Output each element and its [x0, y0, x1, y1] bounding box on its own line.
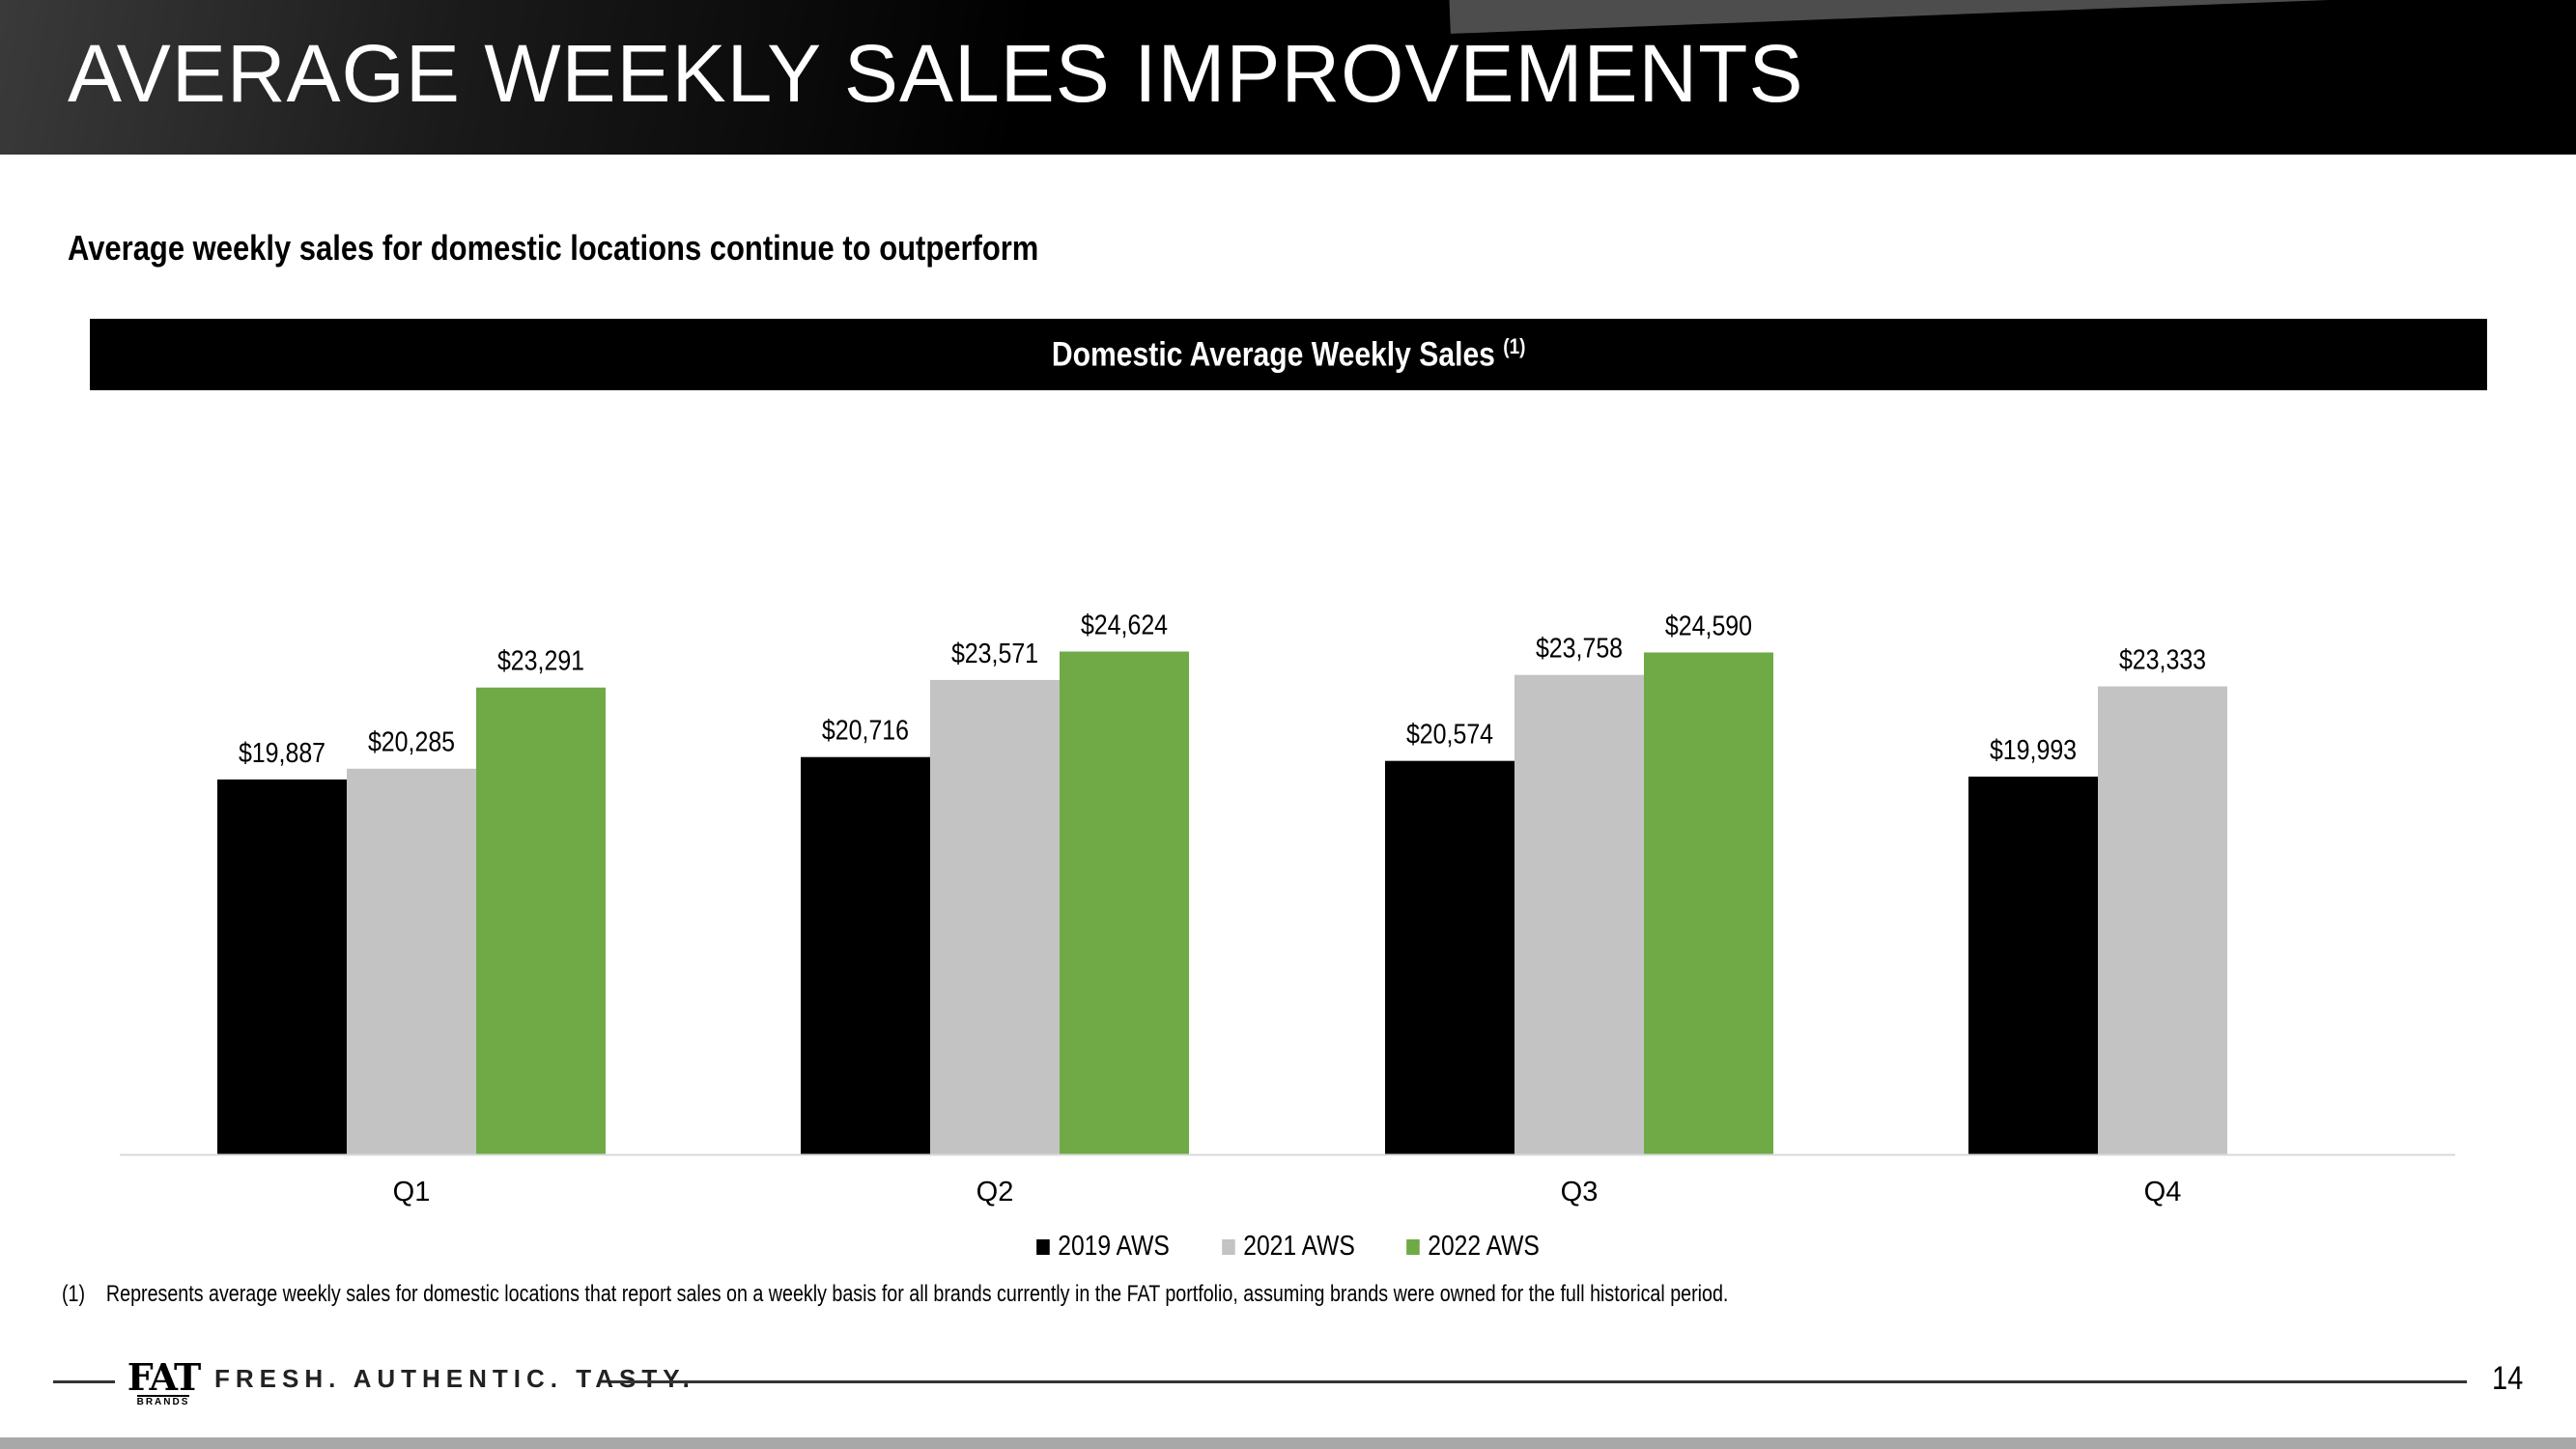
logo-text: FAT — [127, 1354, 201, 1399]
bar-q2-2021 — [930, 679, 1060, 1154]
legend-label: 2019 AWS — [1057, 1231, 1170, 1262]
legend-swatch — [1406, 1238, 1421, 1255]
footer-line-right — [610, 1380, 2467, 1383]
chart-header-text: Domestic Average Weekly Sales (1) — [1052, 334, 1525, 375]
data-label-q1-2019: $19,887 — [239, 737, 326, 768]
footnote-number: (1) — [62, 1281, 86, 1307]
data-label-q1-2022: $23,291 — [497, 645, 584, 676]
bar-q1-2021 — [347, 768, 476, 1154]
tagline: FRESH. AUTHENTIC. TASTY. — [214, 1364, 695, 1393]
data-label-q2-2021: $23,571 — [951, 638, 1038, 668]
chart-header-title: Domestic Average Weekly Sales — [1051, 335, 1495, 374]
legend-swatch — [1035, 1238, 1050, 1255]
category-label-q3: Q3 — [1561, 1177, 1599, 1208]
chart-header-note: (1) — [1503, 334, 1526, 359]
bar-q4-2021 — [2098, 686, 2227, 1154]
legend-item: 2021 AWS — [1221, 1231, 1355, 1263]
data-label-q3-2022: $24,590 — [1665, 611, 1752, 641]
data-label-q1-2021: $20,285 — [368, 726, 455, 757]
legend-swatch — [1221, 1238, 1235, 1255]
data-label-q3-2019: $20,574 — [1406, 719, 1493, 750]
data-label-q4-2021: $23,333 — [2119, 644, 2206, 675]
fat-brands-logo: FAT BRANDS — [127, 1356, 201, 1410]
logo-subtext: BRANDS — [136, 1394, 190, 1407]
category-label-q1: Q1 — [393, 1177, 431, 1208]
bar-q3-2021 — [1514, 674, 1644, 1154]
data-label-q2-2019: $20,716 — [822, 715, 909, 746]
bar-q2-2019 — [801, 756, 930, 1154]
category-label-q2: Q2 — [977, 1177, 1014, 1208]
bar-chart: $19,887 $20,285 $23,291 Q1 $20,716 $23,571 $24… — [120, 610, 2455, 1208]
footer-line-left — [53, 1380, 115, 1383]
legend-label: 2022 AWS — [1428, 1231, 1541, 1262]
chart-header: Domestic Average Weekly Sales (1) — [90, 319, 2487, 390]
slide-title: AVERAGE WEEKLY SALES IMPROVEMENTS — [68, 28, 1804, 119]
bar-q1-2019 — [217, 779, 347, 1154]
data-label-q2-2022: $24,624 — [1081, 610, 1168, 640]
footnote: (1) Represents average weekly sales for d… — [62, 1281, 1728, 1308]
legend-item: 2022 AWS — [1406, 1231, 1541, 1263]
bar-q2-2022 — [1060, 651, 1189, 1154]
bar-q3-2019 — [1385, 760, 1514, 1154]
data-label-q4-2019: $19,993 — [1990, 734, 2077, 765]
category-label-q4: Q4 — [2144, 1177, 2182, 1208]
legend-label: 2021 AWS — [1242, 1231, 1355, 1262]
bar-q1-2022 — [476, 687, 606, 1154]
chart-legend: 2019 AWS 2021 AWS 2022 AWS — [0, 1231, 2576, 1263]
footnote-text: Represents average weekly sales for dome… — [105, 1281, 1729, 1307]
title-band: AVERAGE WEEKLY SALES IMPROVEMENTS — [0, 0, 2576, 155]
legend-item: 2019 AWS — [1035, 1231, 1170, 1263]
data-label-q3-2021: $23,758 — [1536, 633, 1623, 664]
bottom-bar — [0, 1437, 2576, 1449]
page-number: 14 — [2492, 1360, 2524, 1397]
bar-q3-2022 — [1644, 652, 1773, 1154]
bar-q4-2019 — [1968, 776, 2098, 1154]
slide-subtitle: Average weekly sales for domestic locati… — [68, 228, 1039, 268]
